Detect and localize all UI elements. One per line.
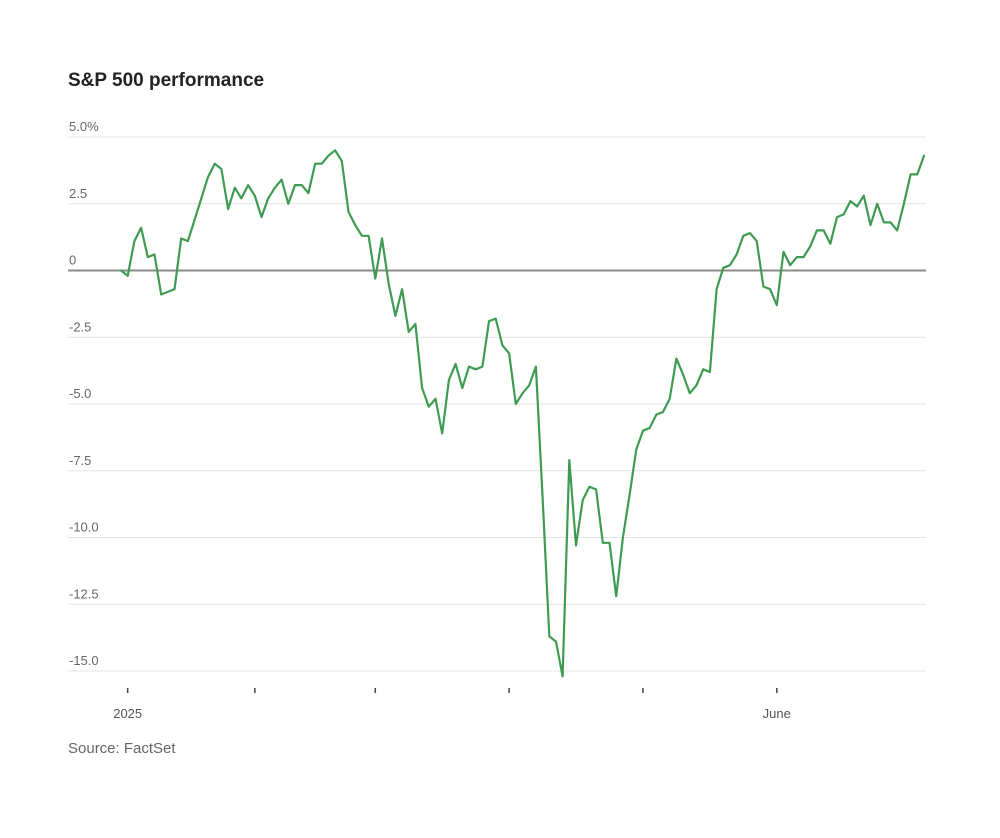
source-note: Source: FactSet bbox=[68, 740, 176, 757]
y-tick-label: -7.5 bbox=[69, 453, 91, 468]
y-tick-label: -12.5 bbox=[69, 586, 99, 601]
series-line bbox=[119, 149, 926, 678]
x-axis: 2025 June bbox=[113, 688, 791, 721]
y-tick-label: 2.5 bbox=[69, 186, 87, 201]
x-tick-label: 2025 bbox=[113, 706, 142, 721]
y-tick-label: -5.0 bbox=[69, 386, 91, 401]
y-tick-label: 5.0% bbox=[69, 119, 99, 134]
y-tick-label: -2.5 bbox=[69, 319, 91, 334]
x-tick-label: June bbox=[763, 706, 791, 721]
y-tick-label: -15.0 bbox=[69, 653, 99, 668]
y-tick-label: -10.0 bbox=[69, 520, 99, 535]
y-tick-label: 0 bbox=[69, 253, 76, 268]
series-layer bbox=[119, 149, 926, 678]
y-axis-tick-labels: 5.0% 2.5 0 -2.5 -5.0 -7.5 -10.0 -12.5 -15.0 bbox=[69, 119, 99, 668]
chart-title: S&P 500 performance bbox=[68, 70, 265, 91]
gridlines bbox=[68, 136, 926, 672]
